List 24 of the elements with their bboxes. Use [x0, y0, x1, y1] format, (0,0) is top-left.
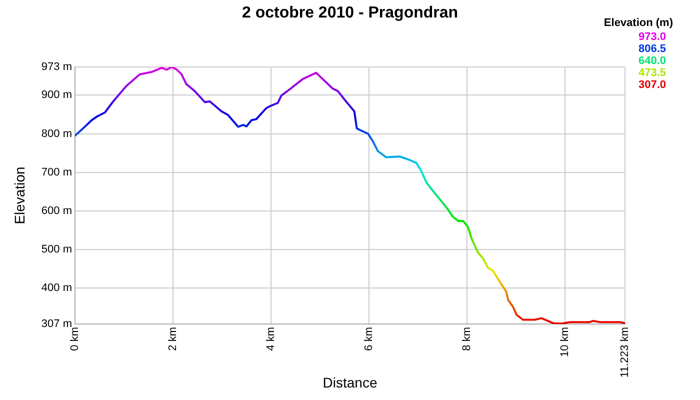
x-tick-label: 2 km	[167, 327, 180, 351]
y-tick-label: 700 m	[41, 166, 72, 178]
y-tick-label: 973 m	[41, 61, 72, 74]
x-tick-label: 11.223 km	[619, 327, 632, 378]
x-tick-label: 10 km	[559, 327, 572, 357]
text: 806.5	[638, 43, 666, 56]
legend-title: Elevation (m)	[604, 17, 674, 30]
y-tick-label: 500 m	[41, 244, 72, 256]
x-tick-label: 6 km	[363, 327, 376, 351]
text: 640.0	[638, 55, 666, 68]
y-tick-label: 307 m	[41, 318, 72, 330]
chart-title: 2 octobre 2010 - Pragondran	[242, 4, 458, 22]
text: 473.5	[638, 67, 666, 80]
y-tick-label: 900 m	[41, 89, 72, 102]
text: 307.0	[638, 79, 666, 92]
text: 973.0	[638, 31, 666, 44]
y-tick-label: 800 m	[41, 128, 72, 140]
x-axis-title: Distance	[322, 374, 378, 390]
x-tick-label: 4 km	[265, 327, 278, 351]
y-axis-title: Elevation	[11, 166, 28, 224]
x-tick-label: 8 km	[461, 327, 474, 351]
x-tick-label: 0 km	[69, 327, 82, 351]
y-tick-label: 600 m	[41, 204, 72, 217]
y-tick-label: 400 m	[41, 282, 72, 294]
